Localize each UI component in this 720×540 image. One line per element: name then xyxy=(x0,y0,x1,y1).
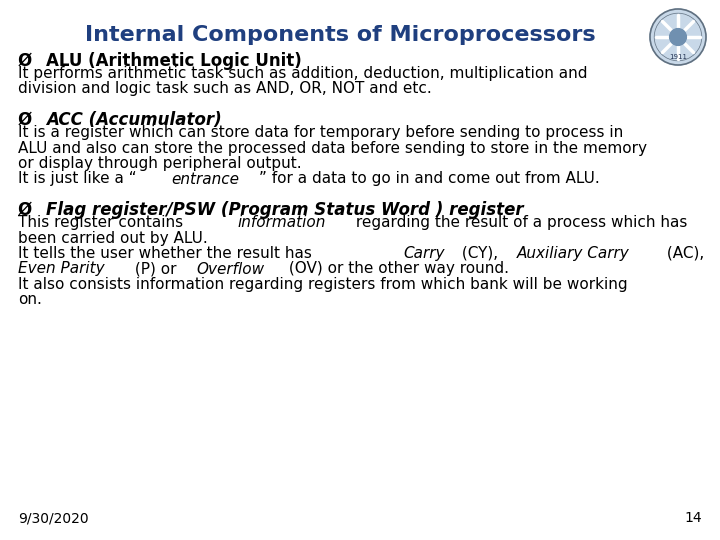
Text: Auxiliary Carry: Auxiliary Carry xyxy=(516,246,629,261)
Circle shape xyxy=(650,9,706,65)
Text: on.: on. xyxy=(18,293,42,307)
Circle shape xyxy=(670,29,686,45)
Text: Ø: Ø xyxy=(18,201,32,219)
Text: division and logic task such as AND, OR, NOT and etc.: division and logic task such as AND, OR,… xyxy=(18,82,432,97)
Text: entrance: entrance xyxy=(171,172,239,186)
Text: Even Parity: Even Parity xyxy=(18,261,104,276)
Text: been carried out by ALU.: been carried out by ALU. xyxy=(18,231,208,246)
Text: (CY),: (CY), xyxy=(457,246,503,261)
Text: (P) or: (P) or xyxy=(130,261,181,276)
Text: It is a register which can store data for temporary before sending to process in: It is a register which can store data fo… xyxy=(18,125,624,140)
Text: Internal Components of Microprocessors: Internal Components of Microprocessors xyxy=(85,25,595,45)
Text: Ø: Ø xyxy=(18,111,32,129)
Text: ” for a data to go in and come out from ALU.: ” for a data to go in and come out from … xyxy=(258,172,600,186)
Text: regarding the result of a process which has: regarding the result of a process which … xyxy=(351,215,688,230)
Text: Flag register/PSW (Program Status Word ) register: Flag register/PSW (Program Status Word )… xyxy=(46,201,523,219)
Text: This register contains: This register contains xyxy=(18,215,188,230)
Text: ACC (Accumulator): ACC (Accumulator) xyxy=(46,111,222,129)
Text: It also consists information regarding registers from which bank will be working: It also consists information regarding r… xyxy=(18,277,628,292)
Text: ALU (Arithmetic Logic Unit): ALU (Arithmetic Logic Unit) xyxy=(46,52,302,70)
Text: 1911: 1911 xyxy=(669,54,687,60)
Text: It is just like a “: It is just like a “ xyxy=(18,172,137,186)
Text: (AC),: (AC), xyxy=(662,246,709,261)
Text: or display through peripheral output.: or display through peripheral output. xyxy=(18,156,302,171)
Text: Ø: Ø xyxy=(18,52,32,70)
Text: It tells the user whether the result has: It tells the user whether the result has xyxy=(18,246,317,261)
Text: Carry: Carry xyxy=(403,246,445,261)
Text: 9/30/2020: 9/30/2020 xyxy=(18,511,89,525)
Text: information: information xyxy=(238,215,325,230)
Text: (OV) or the other way round.: (OV) or the other way round. xyxy=(284,261,509,276)
Text: Overflow: Overflow xyxy=(196,261,264,276)
Text: ALU and also can store the processed data before sending to store in the memory: ALU and also can store the processed dat… xyxy=(18,140,647,156)
Text: 14: 14 xyxy=(685,511,702,525)
Text: It performs arithmetic task such as addition, deduction, multiplication and: It performs arithmetic task such as addi… xyxy=(18,66,588,81)
